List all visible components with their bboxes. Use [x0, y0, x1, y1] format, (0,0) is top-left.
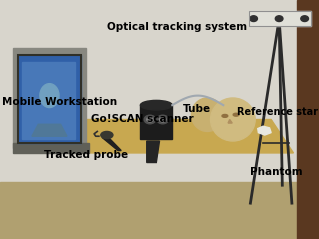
Circle shape — [147, 117, 153, 122]
Text: Phantom: Phantom — [250, 167, 302, 177]
Circle shape — [250, 16, 257, 22]
Polygon shape — [26, 120, 271, 148]
Ellipse shape — [40, 84, 59, 108]
Circle shape — [144, 115, 156, 124]
Text: Optical tracking system: Optical tracking system — [107, 22, 247, 32]
Circle shape — [301, 16, 308, 22]
Ellipse shape — [222, 114, 228, 117]
Ellipse shape — [140, 100, 172, 110]
Text: Tube: Tube — [183, 104, 211, 114]
Ellipse shape — [191, 98, 223, 131]
Polygon shape — [140, 105, 172, 139]
Polygon shape — [32, 124, 67, 136]
Bar — [0, 182, 319, 239]
Ellipse shape — [211, 98, 255, 141]
Bar — [297, 0, 319, 239]
Polygon shape — [18, 55, 81, 143]
Text: Tracked probe: Tracked probe — [44, 150, 128, 160]
Polygon shape — [228, 120, 232, 123]
Circle shape — [275, 16, 283, 22]
Bar — [0, 0, 319, 186]
Circle shape — [160, 117, 166, 122]
Polygon shape — [258, 126, 271, 135]
Bar — [22, 62, 75, 139]
Polygon shape — [13, 48, 86, 148]
Polygon shape — [13, 143, 89, 153]
Circle shape — [157, 115, 168, 124]
Ellipse shape — [101, 131, 113, 139]
Polygon shape — [102, 137, 121, 151]
Text: Reference star: Reference star — [237, 107, 318, 117]
Bar — [249, 11, 311, 26]
Polygon shape — [26, 120, 293, 153]
Bar — [249, 11, 311, 26]
Polygon shape — [147, 141, 160, 163]
Text: Mobile Workstation: Mobile Workstation — [2, 97, 117, 107]
Text: Go!SCAN scanner: Go!SCAN scanner — [91, 114, 193, 124]
Ellipse shape — [233, 113, 239, 116]
